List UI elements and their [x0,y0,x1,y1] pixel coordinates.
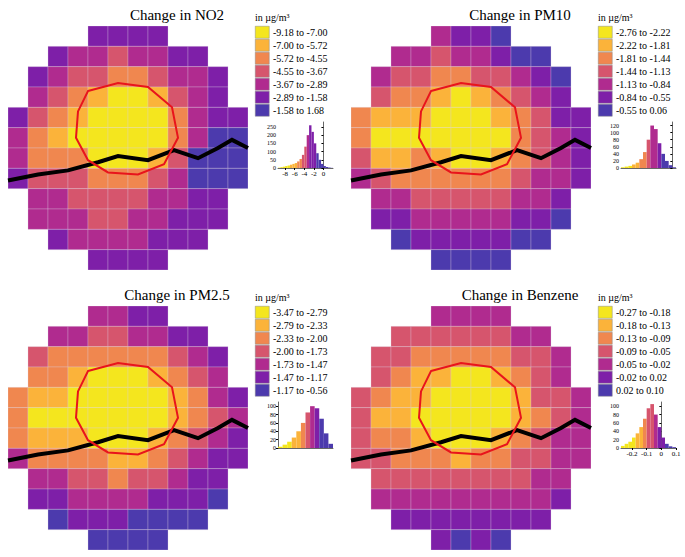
svg-text:Change in PM10: Change in PM10 [469,7,571,23]
svg-text:0: 0 [322,170,326,178]
svg-text:60: 60 [613,420,619,426]
svg-text:-1.47 to -1.17: -1.47 to -1.17 [273,372,327,383]
svg-text:Change in Benzene: Change in Benzene [462,287,579,303]
svg-text:-2.89 to -1.58: -2.89 to -1.58 [273,92,327,103]
svg-text:-2.00 to -1.73: -2.00 to -1.73 [273,346,327,357]
svg-text:20: 20 [613,158,619,164]
svg-text:40: 40 [613,428,619,434]
svg-text:100: 100 [267,149,276,155]
svg-text:-1.13 to -0.84: -1.13 to -0.84 [616,79,670,90]
svg-text:-0.18 to -0.13: -0.18 to -0.13 [616,320,670,331]
svg-text:-2.33 to -2.00: -2.33 to -2.00 [273,333,327,344]
svg-text:-2.76 to -2.22: -2.76 to -2.22 [616,27,670,38]
svg-text:0.1: 0.1 [672,450,681,458]
svg-text:-1.73 to -1.47: -1.73 to -1.47 [273,359,327,370]
svg-text:-2.79 to -2.33: -2.79 to -2.33 [273,320,327,331]
svg-text:-6: -6 [292,170,298,178]
svg-text:-0.05 to -0.02: -0.05 to -0.02 [616,359,670,370]
svg-text:-0.13 to -0.09: -0.13 to -0.09 [616,333,670,344]
svg-text:60: 60 [613,144,619,150]
svg-text:-0.02 to 0.02: -0.02 to 0.02 [616,372,667,383]
svg-text:40: 40 [270,428,276,434]
svg-text:20: 20 [270,437,276,443]
svg-text:Change in NO2: Change in NO2 [130,7,224,23]
svg-text:-3.67 to -2.89: -3.67 to -2.89 [273,79,327,90]
svg-text:-1.58 to 1.68: -1.58 to 1.68 [273,105,324,116]
svg-text:150: 150 [267,140,276,146]
svg-text:100: 100 [610,403,619,409]
svg-text:40: 40 [613,151,619,157]
svg-text:-4.55 to -3.67: -4.55 to -3.67 [273,66,327,77]
svg-text:80: 80 [613,412,619,418]
svg-text:-0.84 to -0.55: -0.84 to -0.55 [616,92,670,103]
svg-text:0: 0 [616,165,619,171]
svg-text:80: 80 [270,412,276,418]
svg-text:in µg/m³: in µg/m³ [598,292,633,303]
svg-text:-8: -8 [282,170,288,178]
svg-text:-0.09 to -0.05: -0.09 to -0.05 [616,346,670,357]
svg-text:-1.44 to -1.13: -1.44 to -1.13 [616,66,670,77]
svg-text:-1.81 to -1.44: -1.81 to -1.44 [616,53,670,64]
svg-text:-1.17 to -0.56: -1.17 to -0.56 [273,385,327,396]
svg-text:-5.72 to -4.55: -5.72 to -4.55 [273,53,327,64]
svg-text:Change in PM2.5: Change in PM2.5 [124,287,229,303]
svg-text:200: 200 [267,132,276,138]
svg-text:20: 20 [613,437,619,443]
svg-text:250: 250 [267,124,276,130]
svg-text:-9.18 to -7.00: -9.18 to -7.00 [273,27,327,38]
svg-text:-0.2: -0.2 [626,450,638,458]
svg-text:in µg/m³: in µg/m³ [598,12,633,23]
svg-text:in µg/m³: in µg/m³ [255,292,290,303]
svg-text:60: 60 [270,420,276,426]
svg-text:0: 0 [616,445,619,451]
svg-text:0: 0 [273,445,276,451]
svg-text:0.02 to 0.10: 0.02 to 0.10 [616,385,664,396]
svg-text:120: 120 [610,123,619,129]
svg-text:-0.1: -0.1 [641,450,653,458]
svg-text:-2.22 to -1.81: -2.22 to -1.81 [616,40,670,51]
svg-text:0: 0 [273,165,276,171]
svg-text:100: 100 [267,403,276,409]
svg-text:100: 100 [610,130,619,136]
svg-text:50: 50 [270,157,276,163]
svg-text:80: 80 [613,137,619,143]
svg-text:-2: -2 [311,170,317,178]
svg-text:0: 0 [660,450,664,458]
svg-text:-4: -4 [301,170,307,178]
svg-text:in µg/m³: in µg/m³ [255,12,290,23]
svg-text:-0.55 to 0.06: -0.55 to 0.06 [616,105,667,116]
svg-text:-7.00 to -5.72: -7.00 to -5.72 [273,40,327,51]
svg-text:-3.47 to -2.79: -3.47 to -2.79 [273,307,327,318]
svg-text:-0.27 to -0.18: -0.27 to -0.18 [616,307,670,318]
